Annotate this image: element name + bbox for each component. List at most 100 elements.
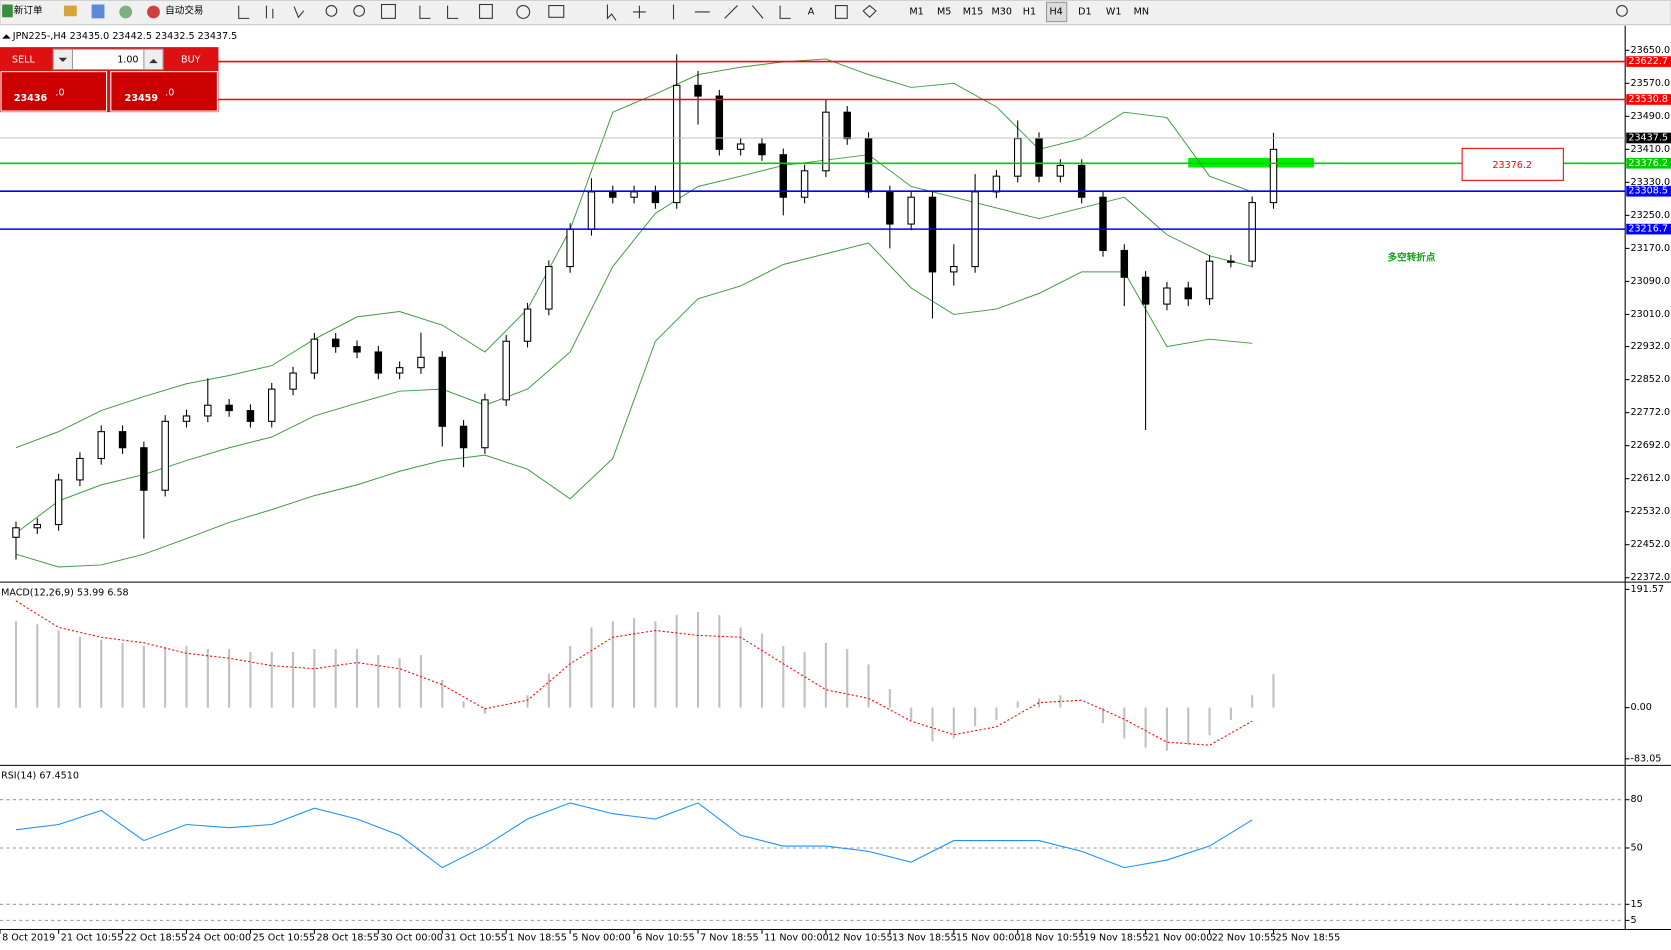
toolbar-icon[interactable] [91, 4, 105, 19]
auto-trading-button[interactable]: 自动交易 [165, 4, 203, 16]
timeframe-button[interactable]: M15 [963, 6, 983, 17]
candle-body [246, 410, 255, 422]
candle-body [1056, 164, 1065, 177]
indicator-title: RSI(14) 67.4510 [1, 771, 79, 782]
auto-trading-icon[interactable] [147, 5, 160, 19]
sell-price-box[interactable] [0, 71, 108, 112]
level-callout [1461, 147, 1564, 181]
new-order-icon[interactable] [2, 4, 13, 18]
scroll-icons[interactable] [419, 5, 459, 19]
price-level-tag [1626, 56, 1671, 67]
price-level-label: 23308.5 [1628, 186, 1668, 197]
candle-body [1141, 276, 1150, 305]
x-tick-label: 24 Oct 00:00 [189, 933, 251, 944]
candle-body [1014, 138, 1022, 177]
y-tick-label: 22612.0 [1631, 473, 1671, 484]
candle-body [1163, 287, 1171, 305]
candle-body [523, 308, 532, 342]
sell-button[interactable]: SELL [12, 54, 35, 65]
candle-body [822, 111, 830, 172]
bollinger-band [15, 242, 1253, 568]
timeframe-button[interactable]: MN [1134, 6, 1149, 17]
y-tick-label: 23250.0 [1631, 210, 1671, 221]
candle-body [715, 95, 724, 150]
y-tick-label: 5 [1631, 915, 1637, 926]
price-level-label: 23376.2 [1628, 158, 1668, 169]
candle-body [54, 479, 63, 526]
candle-body [438, 356, 446, 427]
ask-fraction: .0 [165, 87, 174, 98]
candle-body [140, 447, 148, 491]
y-tick-label: 22372.0 [1631, 572, 1671, 583]
candle-body [1077, 164, 1086, 198]
timeframe-button[interactable]: W1 [1106, 6, 1122, 17]
candle-body [182, 415, 191, 422]
candle-body [1227, 260, 1235, 263]
candle-body [502, 340, 510, 401]
zoom-out[interactable] [353, 5, 365, 17]
x-tick-label: 11 Nov 00:00 [764, 933, 829, 944]
bollinger-band [15, 58, 1253, 449]
candle-body [310, 338, 319, 374]
candle-body [630, 191, 638, 198]
new-order-button[interactable]: 新订单 [14, 4, 43, 16]
label-tool[interactable] [834, 5, 848, 19]
y-tick-label: 15 [1631, 899, 1643, 910]
candle-body [758, 143, 766, 156]
price-level-tag [1626, 132, 1671, 144]
x-tick-label: 15 Nov 00:00 [956, 933, 1021, 944]
x-tick-label: 5 Nov 00:00 [572, 933, 630, 944]
x-tick-label: 25 Oct 10:55 [253, 933, 315, 944]
x-tick-label: 28 Oct 18:55 [317, 933, 379, 944]
buy-button[interactable]: BUY [181, 54, 201, 65]
annotation: 多空转折点 [1388, 252, 1436, 264]
timeframe-button[interactable]: H1 [1023, 6, 1036, 17]
x-tick-label: 30 Oct 00:00 [380, 933, 442, 944]
y-tick-label: 191.57 [1631, 584, 1665, 595]
timeframe-button[interactable]: H4 [1049, 6, 1062, 17]
candle-body [587, 191, 596, 230]
timeframes: M1 M5 M15 M30 H1 H4 D1 W1 MN [909, 6, 1149, 17]
candle-body [395, 367, 404, 374]
chart-type-icons[interactable] [238, 5, 305, 19]
x-tick-label: 1 Nov 18:55 [508, 933, 566, 944]
x-tick-label: 13 Nov 18:55 [892, 933, 957, 944]
toolbar-icon[interactable] [119, 5, 133, 19]
text-tool[interactable]: A [808, 6, 815, 17]
arrow-tool[interactable] [862, 4, 877, 19]
candle-body [417, 356, 425, 369]
candle-body [331, 338, 340, 348]
periods-icon[interactable] [516, 5, 531, 19]
y-tick-label: 22692.0 [1631, 440, 1671, 451]
timeframe-button[interactable]: M5 [937, 6, 951, 17]
price-level-label: 23530.8 [1628, 94, 1668, 105]
templates-icon[interactable] [548, 5, 565, 18]
drawing-tools[interactable] [606, 4, 791, 21]
timeframe-button[interactable]: M30 [992, 6, 1012, 17]
y-tick-label: 23650.0 [1631, 45, 1671, 56]
y-tick-label: 22852.0 [1631, 374, 1671, 385]
candle-body [268, 388, 276, 422]
x-tick-label: 22 Nov 10:55 [1212, 933, 1277, 944]
candle-body [459, 425, 468, 449]
tile-icon[interactable] [380, 3, 396, 19]
timeframe-button[interactable]: D1 [1078, 6, 1091, 17]
candle-body [1205, 260, 1214, 300]
y-tick-label: 23010.0 [1631, 309, 1671, 320]
rsi-line [15, 802, 1253, 869]
x-tick-label: 22 Oct 18:55 [125, 933, 187, 944]
candle-body [907, 196, 915, 225]
buy-price-box[interactable] [110, 71, 218, 112]
y-tick-label: 23090.0 [1631, 276, 1671, 287]
lot-value[interactable]: 1.00 [117, 54, 138, 65]
collapse-arrow[interactable] [2, 34, 11, 39]
toolbar-icon[interactable] [63, 5, 77, 17]
indicators-icon[interactable] [479, 3, 493, 19]
search-icon[interactable] [1616, 5, 1628, 17]
zoom-in[interactable] [325, 5, 338, 17]
candle-body [76, 457, 84, 481]
price-level-tag [1626, 94, 1671, 105]
timeframe-button[interactable]: M1 [909, 6, 923, 17]
y-tick-label: 23410.0 [1631, 144, 1671, 155]
